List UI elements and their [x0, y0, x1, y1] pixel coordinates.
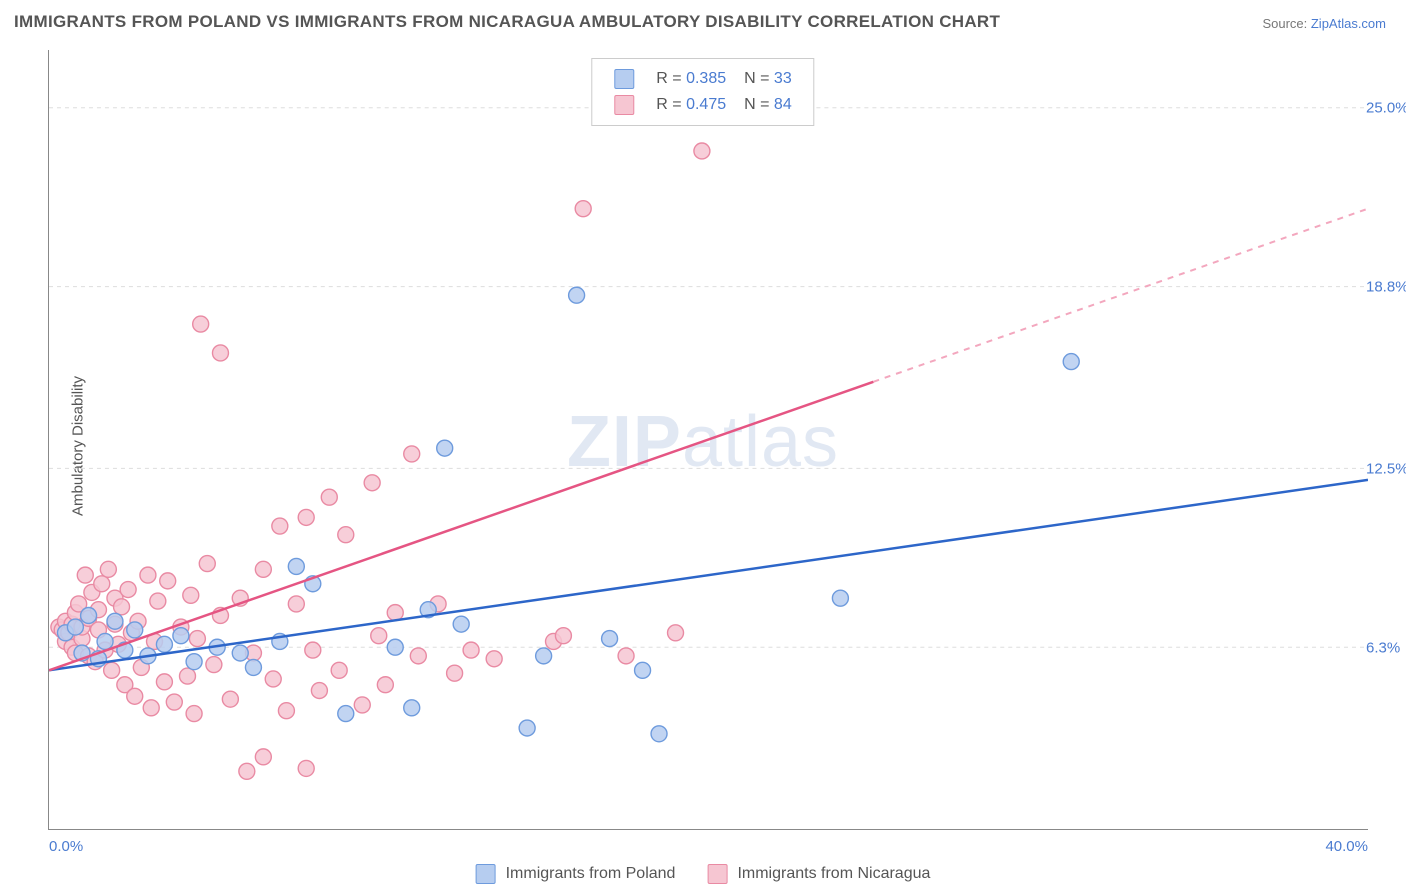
plot-area: 0.0% 40.0% 6.3%12.5%18.8%25.0% — [48, 50, 1368, 830]
y-axis-tick-label: 25.0% — [1362, 99, 1406, 116]
legend-series: Immigrants from Poland Immigrants from N… — [476, 864, 931, 884]
x-axis-max-label: 40.0% — [1325, 838, 1368, 855]
legend-r-label: R = — [656, 70, 681, 87]
legend-r-label: R = — [656, 96, 681, 113]
plot-svg — [49, 50, 1368, 829]
legend-correlation-box: R = 0.385 N = 33 R = 0.475 N = 84 — [591, 58, 814, 126]
source-link[interactable]: ZipAtlas.com — [1311, 16, 1386, 31]
legend-item-nicaragua: Immigrants from Nicaragua — [707, 864, 930, 884]
chart-title: IMMIGRANTS FROM POLAND VS IMMIGRANTS FRO… — [14, 12, 1000, 32]
legend-label-poland: Immigrants from Poland — [506, 865, 676, 883]
legend-item-poland: Immigrants from Poland — [476, 864, 676, 884]
legend-row-nicaragua: R = 0.475 N = 84 — [606, 93, 799, 117]
x-axis-min-label: 0.0% — [49, 838, 83, 855]
swatch-poland-icon — [614, 69, 634, 89]
swatch-poland-icon — [476, 864, 496, 884]
source-attribution: Source: ZipAtlas.com — [1262, 16, 1386, 31]
y-axis-tick-label: 18.8% — [1362, 278, 1406, 295]
legend-r-value-poland: 0.385 — [686, 70, 726, 87]
y-axis-tick-label: 12.5% — [1362, 460, 1406, 477]
legend-n-label: N = — [744, 96, 769, 113]
legend-n-label: N = — [744, 70, 769, 87]
swatch-nicaragua-icon — [707, 864, 727, 884]
legend-r-value-nicaragua: 0.475 — [686, 96, 726, 113]
swatch-nicaragua-icon — [614, 95, 634, 115]
legend-label-nicaragua: Immigrants from Nicaragua — [737, 865, 930, 883]
legend-n-value-nicaragua: 84 — [774, 96, 792, 113]
source-label: Source: — [1262, 16, 1310, 31]
legend-n-value-poland: 33 — [774, 70, 792, 87]
chart-container: IMMIGRANTS FROM POLAND VS IMMIGRANTS FRO… — [0, 0, 1406, 892]
legend-row-poland: R = 0.385 N = 33 — [606, 67, 799, 91]
